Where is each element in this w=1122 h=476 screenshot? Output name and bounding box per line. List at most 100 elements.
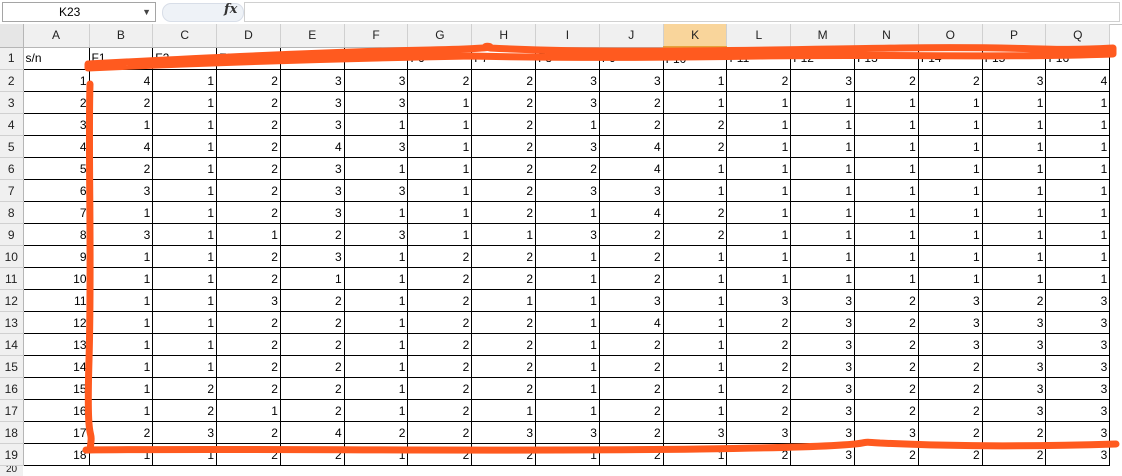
data-cell[interactable]: 3 bbox=[217, 290, 281, 312]
data-cell[interactable]: 10 bbox=[23, 268, 89, 290]
data-cell[interactable]: 1 bbox=[472, 224, 536, 246]
data-cell[interactable]: 2 bbox=[408, 268, 472, 290]
data-cell[interactable]: 1 bbox=[89, 444, 153, 466]
data-cell[interactable]: 3 bbox=[280, 92, 344, 114]
data-cell[interactable]: 1 bbox=[918, 158, 982, 180]
header-cell[interactable]: F14 bbox=[918, 47, 982, 70]
data-cell[interactable]: 1 bbox=[855, 180, 919, 202]
data-cell[interactable]: 2 bbox=[855, 334, 919, 356]
data-cell[interactable]: 1 bbox=[982, 158, 1046, 180]
data-cell[interactable]: 2 bbox=[918, 378, 982, 400]
column-header-f[interactable]: F bbox=[344, 24, 408, 47]
data-cell[interactable]: 1 bbox=[1046, 136, 1110, 158]
empty-cell[interactable] bbox=[217, 466, 281, 476]
data-cell[interactable]: 2 bbox=[408, 312, 472, 334]
data-cell[interactable]: 1 bbox=[153, 290, 217, 312]
data-cell[interactable]: 1 bbox=[791, 202, 855, 224]
header-cell[interactable]: F15 bbox=[982, 47, 1046, 70]
data-cell[interactable]: 3 bbox=[280, 158, 344, 180]
data-cell[interactable]: 2 bbox=[280, 334, 344, 356]
column-header-j[interactable]: J bbox=[599, 24, 663, 47]
data-cell[interactable]: 2 bbox=[599, 224, 663, 246]
data-cell[interactable]: 1 bbox=[918, 92, 982, 114]
data-cell[interactable]: 1 bbox=[89, 268, 153, 290]
data-cell[interactable]: 2 bbox=[599, 114, 663, 136]
empty-cell[interactable] bbox=[855, 466, 919, 476]
row-header-14[interactable]: 14 bbox=[0, 334, 23, 356]
data-cell[interactable]: 1 bbox=[1046, 246, 1110, 268]
data-cell[interactable]: 3 bbox=[791, 356, 855, 378]
empty-cell[interactable] bbox=[599, 466, 663, 476]
data-cell[interactable]: 4 bbox=[599, 136, 663, 158]
empty-cell[interactable] bbox=[89, 466, 153, 476]
data-cell[interactable]: 1 bbox=[344, 202, 408, 224]
data-cell[interactable]: 2 bbox=[153, 378, 217, 400]
row-header-6[interactable]: 6 bbox=[0, 158, 23, 180]
data-cell[interactable]: 2 bbox=[344, 422, 408, 444]
column-header-q[interactable]: Q bbox=[1046, 24, 1110, 47]
data-cell[interactable]: 2 bbox=[918, 400, 982, 422]
data-cell[interactable]: 2 bbox=[217, 378, 281, 400]
data-cell[interactable]: 1 bbox=[663, 268, 727, 290]
data-cell[interactable]: 3 bbox=[791, 312, 855, 334]
column-header-o[interactable]: O bbox=[918, 24, 982, 47]
data-cell[interactable]: 1 bbox=[982, 224, 1046, 246]
data-cell[interactable]: 2 bbox=[663, 136, 727, 158]
data-cell[interactable]: 1 bbox=[727, 224, 791, 246]
data-cell[interactable]: 1 bbox=[727, 136, 791, 158]
data-cell[interactable]: 1 bbox=[918, 246, 982, 268]
column-header-n[interactable]: N bbox=[855, 24, 919, 47]
data-cell[interactable]: 3 bbox=[791, 334, 855, 356]
data-cell[interactable]: 1 bbox=[153, 136, 217, 158]
data-cell[interactable]: 3 bbox=[1046, 422, 1110, 444]
data-cell[interactable]: 4 bbox=[1046, 70, 1110, 92]
data-cell[interactable]: 2 bbox=[408, 444, 472, 466]
data-cell[interactable]: 1 bbox=[217, 224, 281, 246]
data-cell[interactable]: 1 bbox=[153, 114, 217, 136]
data-cell[interactable]: 2 bbox=[727, 312, 791, 334]
data-cell[interactable]: 4 bbox=[280, 136, 344, 158]
data-cell[interactable]: 1 bbox=[663, 356, 727, 378]
data-cell[interactable]: 2 bbox=[855, 400, 919, 422]
empty-cell[interactable] bbox=[727, 466, 791, 476]
data-cell[interactable]: 1 bbox=[408, 224, 472, 246]
data-cell[interactable]: 1 bbox=[408, 136, 472, 158]
data-cell[interactable]: 3 bbox=[791, 70, 855, 92]
data-cell[interactable]: 3 bbox=[663, 422, 727, 444]
data-cell[interactable]: 2 bbox=[472, 268, 536, 290]
data-cell[interactable]: 2 bbox=[855, 70, 919, 92]
header-cell[interactable]: F12 bbox=[791, 47, 855, 70]
data-cell[interactable]: 1 bbox=[663, 400, 727, 422]
row-header-4[interactable]: 4 bbox=[0, 114, 23, 136]
data-cell[interactable]: 7 bbox=[23, 202, 89, 224]
data-cell[interactable]: 1 bbox=[855, 268, 919, 290]
data-cell[interactable]: 1 bbox=[982, 114, 1046, 136]
data-cell[interactable]: 2 bbox=[472, 114, 536, 136]
data-cell[interactable]: 3 bbox=[599, 180, 663, 202]
data-cell[interactable]: 2 bbox=[727, 70, 791, 92]
data-cell[interactable]: 1 bbox=[153, 158, 217, 180]
data-cell[interactable]: 1 bbox=[344, 268, 408, 290]
data-cell[interactable]: 3 bbox=[1046, 400, 1110, 422]
data-cell[interactable]: 2 bbox=[89, 422, 153, 444]
data-cell[interactable]: 2 bbox=[280, 312, 344, 334]
data-cell[interactable]: 3 bbox=[472, 422, 536, 444]
data-cell[interactable]: 1 bbox=[663, 92, 727, 114]
empty-cell[interactable] bbox=[918, 466, 982, 476]
column-header-e[interactable]: E bbox=[280, 24, 344, 47]
data-cell[interactable]: 2 bbox=[217, 180, 281, 202]
data-cell[interactable]: 1 bbox=[855, 224, 919, 246]
data-cell[interactable]: 1 bbox=[472, 400, 536, 422]
data-cell[interactable]: 1 bbox=[344, 158, 408, 180]
data-cell[interactable]: 1 bbox=[982, 136, 1046, 158]
data-cell[interactable]: 1 bbox=[536, 378, 600, 400]
row-header-3[interactable]: 3 bbox=[0, 92, 23, 114]
data-cell[interactable]: 4 bbox=[23, 136, 89, 158]
data-cell[interactable]: 4 bbox=[599, 312, 663, 334]
data-cell[interactable]: 1 bbox=[727, 92, 791, 114]
data-cell[interactable]: 3 bbox=[23, 114, 89, 136]
data-cell[interactable]: 2 bbox=[536, 158, 600, 180]
data-cell[interactable]: 1 bbox=[1046, 92, 1110, 114]
header-cell[interactable]: F11 bbox=[727, 47, 791, 70]
data-cell[interactable]: 1 bbox=[153, 312, 217, 334]
